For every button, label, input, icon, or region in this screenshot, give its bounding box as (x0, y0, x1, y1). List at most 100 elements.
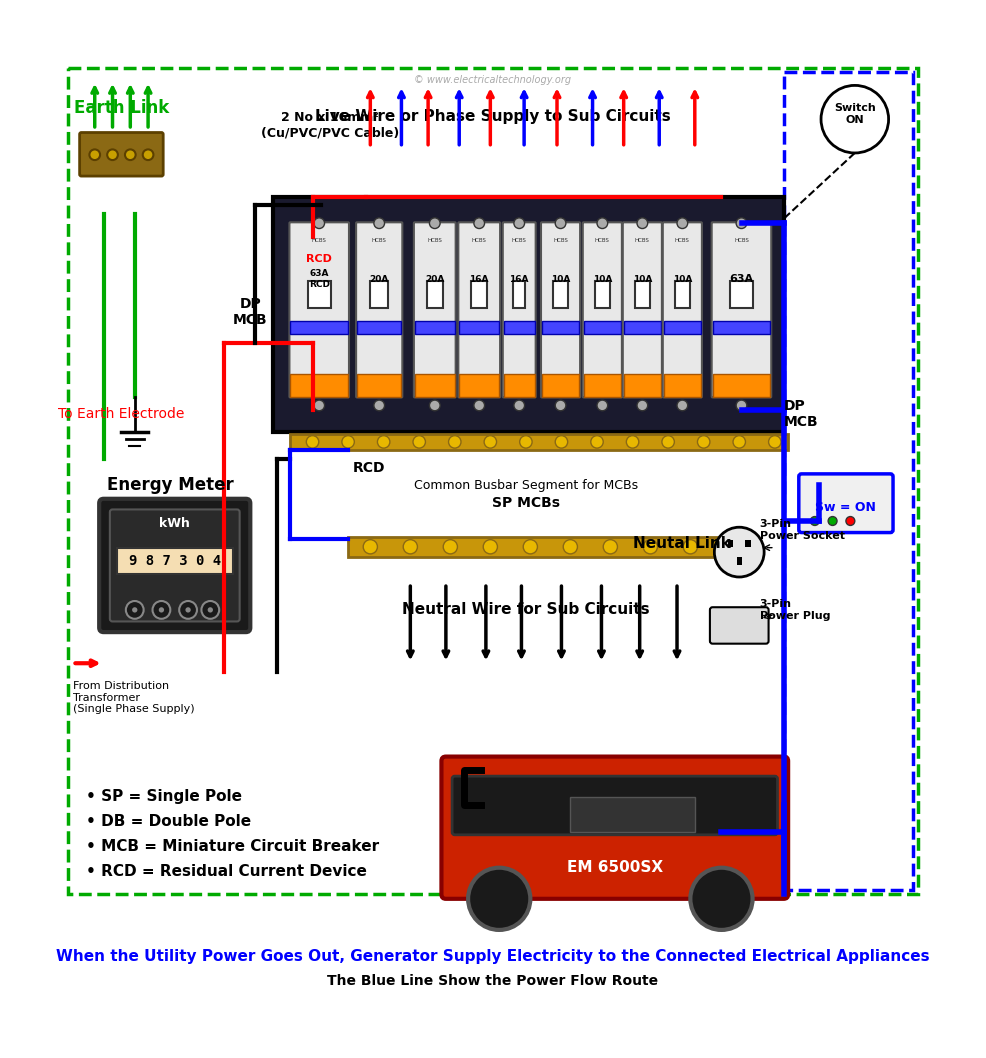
Bar (117, 548, 233, 574)
Circle shape (810, 516, 819, 526)
Text: • DB = Double Pole: • DB = Double Pole (86, 814, 251, 829)
Text: HCBS: HCBS (635, 238, 650, 243)
Bar (308, 281, 330, 308)
Bar (713, 375, 770, 397)
Circle shape (643, 540, 658, 554)
Circle shape (474, 400, 484, 411)
Circle shape (637, 218, 648, 229)
Text: Energy Meter: Energy Meter (106, 476, 234, 494)
Circle shape (126, 601, 144, 619)
FancyBboxPatch shape (710, 607, 768, 643)
Bar (713, 321, 770, 334)
Circle shape (483, 540, 498, 554)
Text: 3-Pin
Power Socket: 3-Pin Power Socket (759, 519, 845, 541)
Text: RCD: RCD (307, 254, 332, 263)
Bar (730, 281, 753, 308)
Bar (504, 375, 534, 397)
Text: 3-Pin
Power Plug: 3-Pin Power Plug (759, 599, 830, 621)
Bar (357, 375, 401, 397)
Text: • RCD = Residual Current Device: • RCD = Residual Current Device (86, 863, 367, 879)
Bar (745, 540, 750, 547)
Bar (737, 558, 741, 565)
Text: Common Busbar Segment for MCBs: Common Busbar Segment for MCBs (414, 479, 638, 492)
Text: When the Utility Power Goes Out, Generator Supply Electricity to the Connected E: When the Utility Power Goes Out, Generat… (56, 949, 930, 964)
Text: kWh: kWh (160, 517, 190, 530)
Text: 10A: 10A (593, 275, 612, 284)
FancyBboxPatch shape (583, 222, 622, 398)
Circle shape (714, 527, 764, 577)
Circle shape (597, 218, 607, 229)
Text: Earth Link: Earth Link (74, 98, 169, 116)
Text: HCBS: HCBS (312, 238, 326, 243)
Circle shape (307, 436, 318, 449)
Circle shape (737, 400, 746, 411)
Bar (553, 281, 568, 308)
Bar (427, 281, 443, 308)
Text: HCBS: HCBS (674, 238, 690, 243)
Circle shape (514, 400, 525, 411)
Bar (595, 281, 609, 308)
Text: 20A: 20A (370, 275, 388, 284)
FancyBboxPatch shape (442, 756, 788, 899)
FancyBboxPatch shape (290, 222, 349, 398)
Text: HCBS: HCBS (595, 238, 609, 243)
Circle shape (374, 218, 385, 229)
Text: HCBS: HCBS (471, 238, 487, 243)
Text: Sw = ON: Sw = ON (815, 501, 877, 514)
Circle shape (662, 436, 674, 449)
Circle shape (107, 149, 118, 160)
FancyBboxPatch shape (453, 777, 778, 835)
Text: 9 8 7 3 0 4: 9 8 7 3 0 4 (129, 554, 221, 568)
Bar (624, 375, 661, 397)
Circle shape (520, 436, 532, 449)
Circle shape (430, 400, 440, 411)
Bar (584, 375, 621, 397)
Text: Switch
ON: Switch ON (834, 103, 876, 125)
Text: From Distribution
Transformer
(Single Phase Supply): From Distribution Transformer (Single Ph… (73, 681, 194, 714)
Circle shape (153, 601, 171, 619)
Circle shape (555, 400, 566, 411)
Bar (459, 375, 499, 397)
Circle shape (690, 868, 752, 930)
Bar (674, 281, 690, 308)
Circle shape (555, 218, 566, 229)
Circle shape (342, 436, 354, 449)
FancyBboxPatch shape (623, 222, 662, 398)
Text: DP
MCB: DP MCB (233, 297, 267, 327)
Text: DP
MCB: DP MCB (784, 399, 818, 430)
Circle shape (524, 540, 537, 554)
Text: Neutral Wire for Sub Circuits: Neutral Wire for Sub Circuits (402, 602, 650, 618)
Circle shape (403, 540, 417, 554)
Bar (664, 321, 701, 334)
Circle shape (821, 86, 888, 153)
Circle shape (378, 436, 389, 449)
Text: HCBS: HCBS (427, 238, 442, 243)
Circle shape (555, 436, 568, 449)
Text: HCBS: HCBS (553, 238, 568, 243)
Text: HCBS: HCBS (372, 238, 387, 243)
Circle shape (697, 436, 710, 449)
Bar (459, 321, 499, 334)
Text: • MCB = Miniature Circuit Breaker: • MCB = Miniature Circuit Breaker (86, 839, 379, 854)
Circle shape (768, 436, 781, 449)
Circle shape (683, 540, 697, 554)
Circle shape (314, 400, 324, 411)
Bar (357, 321, 401, 334)
FancyBboxPatch shape (799, 474, 893, 532)
Circle shape (563, 540, 578, 554)
Circle shape (201, 601, 219, 619)
FancyBboxPatch shape (80, 132, 164, 176)
Text: 16A: 16A (469, 275, 489, 284)
Circle shape (637, 400, 648, 411)
Text: © www.electricaltechnology.org: © www.electricaltechnology.org (414, 75, 572, 85)
Text: HCBS: HCBS (734, 238, 749, 243)
Circle shape (733, 436, 745, 449)
Bar (272, 197, 784, 432)
Circle shape (314, 218, 324, 229)
Bar (290, 321, 348, 334)
Circle shape (413, 436, 425, 449)
Circle shape (185, 607, 190, 613)
Bar (348, 537, 748, 557)
Circle shape (474, 218, 484, 229)
Bar (635, 281, 650, 308)
